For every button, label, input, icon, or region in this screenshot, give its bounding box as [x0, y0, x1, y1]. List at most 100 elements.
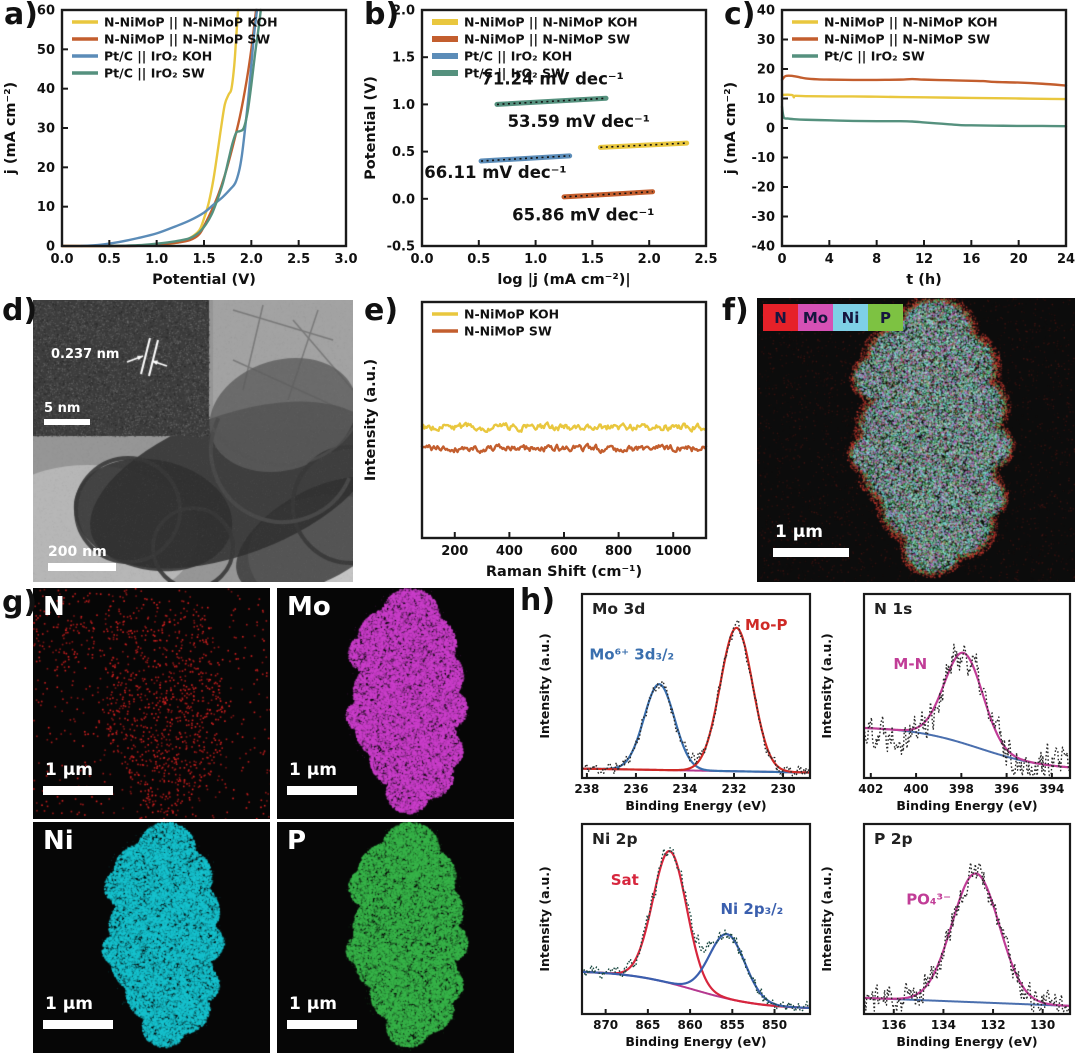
svg-text:Intensity (a.u.): Intensity (a.u.): [537, 866, 552, 971]
eds-map-p: [277, 822, 514, 1053]
svg-text:0: 0: [46, 240, 55, 255]
svg-text:8: 8: [872, 252, 881, 267]
xps-mo3d-chart: 238 236 234 232 230 Binding Energy (eV) Intens…: [536, 590, 816, 816]
svg-text:-30: -30: [752, 210, 776, 225]
svg-text:1.0: 1.0: [145, 252, 168, 267]
eds-map-n-scalebar-label: 1 μm: [45, 760, 93, 780]
eds-map-mo: [277, 588, 514, 819]
svg-text:3.0: 3.0: [334, 252, 357, 267]
tem-scalebar: [48, 563, 116, 571]
svg-text:2.5: 2.5: [287, 252, 310, 267]
svg-text:2.0: 2.0: [638, 252, 661, 267]
svg-text:232: 232: [721, 782, 746, 796]
panel-a-polarization-chart: 0.0 0.5 1.0 1.5 2.0 2.5 3.0 0 10 20 30 40 50 60 Potent…: [0, 0, 360, 292]
eds-legend-chip-ni: Ni: [833, 304, 868, 331]
eds-map-ni-label: Ni: [43, 826, 74, 856]
svg-text:850: 850: [762, 1018, 787, 1032]
svg-text:0.0: 0.0: [392, 192, 415, 207]
svg-text:N-NiMoP || N-NiMoP SW: N-NiMoP || N-NiMoP SW: [824, 32, 990, 47]
svg-text:0.5: 0.5: [467, 252, 490, 267]
svg-text:600: 600: [550, 544, 577, 559]
eds-overlay-scalebar-label: 1 μm: [775, 522, 823, 542]
svg-text:20: 20: [37, 161, 55, 176]
svg-text:236: 236: [623, 782, 648, 796]
svg-text:40: 40: [757, 4, 775, 19]
svg-text:PO₄³⁻: PO₄³⁻: [906, 891, 951, 909]
panel-h-letter: h): [520, 583, 556, 618]
svg-text:16: 16: [962, 252, 980, 267]
panel-e-raman-chart: 200 400 600 800 1000 Raman Shift (cm⁻¹) Intens…: [360, 292, 720, 584]
svg-text:Intensity (a.u.): Intensity (a.u.): [363, 359, 379, 481]
svg-text:Mo⁶⁺ 3d₃/₂: Mo⁶⁺ 3d₃/₂: [589, 645, 674, 663]
svg-text:0.5: 0.5: [98, 252, 121, 267]
svg-text:P 2p: P 2p: [874, 830, 913, 848]
svg-text:800: 800: [605, 544, 632, 559]
svg-text:-0.5: -0.5: [387, 240, 415, 255]
panel-a-letter: a): [4, 0, 38, 32]
svg-text:N-NiMoP || N-NiMoP SW: N-NiMoP || N-NiMoP SW: [464, 32, 630, 47]
svg-text:394: 394: [1039, 782, 1064, 796]
svg-text:402: 402: [858, 782, 883, 796]
svg-text:30: 30: [757, 33, 775, 48]
svg-text:132: 132: [981, 1018, 1006, 1032]
eds-map-mo-scalebar: [287, 786, 357, 795]
svg-text:Pt/C || IrO₂ SW: Pt/C || IrO₂ SW: [464, 66, 565, 81]
svg-text:50: 50: [37, 43, 55, 58]
eds-map-p-scalebar: [287, 1020, 357, 1029]
svg-text:Intensity (a.u.): Intensity (a.u.): [537, 633, 552, 738]
svg-text:Binding Energy (eV): Binding Energy (eV): [625, 1034, 766, 1049]
svg-text:230: 230: [771, 782, 796, 796]
svg-text:136: 136: [881, 1018, 906, 1032]
eds-map-mo-scalebar-label: 1 μm: [289, 760, 337, 780]
svg-text:j (mA cm⁻²): j (mA cm⁻²): [3, 82, 19, 175]
svg-text:0: 0: [777, 252, 786, 267]
svg-text:2.0: 2.0: [392, 4, 415, 19]
svg-text:Potential (V): Potential (V): [363, 76, 379, 180]
svg-text:t (h): t (h): [906, 272, 942, 288]
svg-text:-40: -40: [752, 240, 776, 255]
svg-text:65.86 mV dec⁻¹: 65.86 mV dec⁻¹: [512, 206, 654, 225]
eds-legend-chip-n: N: [763, 304, 798, 331]
svg-text:Binding Energy (eV): Binding Energy (eV): [625, 798, 766, 813]
eds-map-ni: [33, 822, 270, 1053]
svg-text:N-NiMoP || N-NiMoP KOH: N-NiMoP || N-NiMoP KOH: [824, 15, 998, 30]
svg-text:0: 0: [766, 122, 775, 137]
panel-c-stability-chart: 0 4 8 12 16 20 24 -40 -30 -20 -10 0 10 20 30 40 t (h) j (…: [720, 0, 1080, 292]
panel-d-letter: d): [2, 293, 38, 328]
tem-scalebar-label: 200 nm: [48, 544, 107, 560]
svg-text:865: 865: [635, 1018, 660, 1032]
svg-text:Intensity (a.u.): Intensity (a.u.): [819, 633, 834, 738]
panel-e-letter: e): [364, 293, 399, 328]
eds-overlay-scalebar: [773, 548, 849, 557]
svg-text:N 1s: N 1s: [874, 600, 912, 618]
svg-text:Binding Energy (eV): Binding Energy (eV): [896, 1034, 1037, 1049]
svg-text:855: 855: [720, 1018, 745, 1032]
svg-text:24: 24: [1057, 252, 1075, 267]
eds-map-mo-label: Mo: [287, 592, 331, 622]
svg-text:N-NiMoP KOH: N-NiMoP KOH: [464, 307, 559, 322]
svg-text:N-NiMoP || N-NiMoP SW: N-NiMoP || N-NiMoP SW: [104, 32, 270, 47]
eds-map-p-scalebar-label: 1 μm: [289, 994, 337, 1014]
xps-ni2p-chart: 870 865 860 855 850 Binding Energy (eV) Intens…: [536, 820, 816, 1052]
eds-map-n-label: N: [43, 592, 65, 622]
svg-text:1000: 1000: [655, 544, 691, 559]
svg-text:j (mA cm⁻²): j (mA cm⁻²): [723, 82, 739, 175]
svg-text:60: 60: [37, 4, 55, 19]
svg-text:12: 12: [915, 252, 933, 267]
svg-text:30: 30: [37, 122, 55, 137]
tem-inset-scalebar: [44, 419, 90, 425]
svg-text:0.5: 0.5: [392, 145, 415, 160]
panel-b-tafel-chart: 0.0 0.5 1.0 1.5 2.0 2.5-0.50.00.51.01.52.0log…: [360, 0, 720, 292]
svg-text:Potential (V): Potential (V): [152, 272, 256, 288]
tem-inset-scalebar-label: 5 nm: [44, 401, 81, 416]
tem-image: [33, 300, 353, 582]
tem-lattice-spacing-label: 0.237 nm: [51, 347, 120, 362]
svg-text:10: 10: [757, 92, 775, 107]
svg-text:134: 134: [931, 1018, 956, 1032]
svg-text:Pt/C || IrO₂ KOH: Pt/C || IrO₂ KOH: [464, 49, 572, 64]
panel-g-letter: g): [2, 585, 38, 620]
svg-text:Pt/C || IrO₂ KOH: Pt/C || IrO₂ KOH: [104, 49, 212, 64]
svg-text:M-N: M-N: [893, 655, 927, 673]
eds-legend-chip-mo: Mo: [798, 304, 833, 331]
